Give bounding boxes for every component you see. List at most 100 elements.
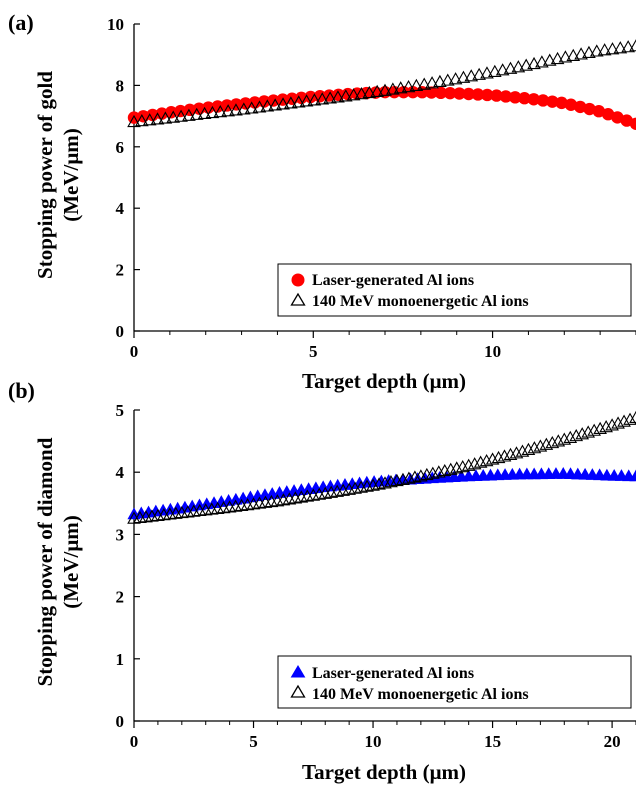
data-point [509, 446, 524, 459]
data-point [420, 467, 434, 481]
legend: Laser-generated Al ions 140 MeV monoener… [277, 655, 632, 709]
legend-box [277, 655, 632, 709]
data-point [425, 76, 439, 89]
x-tick-label: 15 [484, 732, 501, 751]
data-point [378, 83, 392, 96]
data-point [417, 77, 432, 90]
series-0 [127, 467, 636, 520]
data-point [539, 437, 554, 450]
data-point [304, 90, 317, 104]
y-tick-label: 2 [116, 261, 125, 280]
data-point [158, 111, 173, 124]
y-tick-label: 8 [116, 76, 125, 95]
data-point [527, 441, 542, 454]
data-point [461, 458, 476, 471]
data-point [455, 459, 470, 473]
data-point [315, 92, 330, 105]
data-point [202, 101, 215, 114]
data-point [295, 91, 308, 105]
data-point [205, 105, 220, 119]
data-point [558, 50, 573, 63]
data-point [495, 63, 510, 76]
data-point [589, 44, 604, 57]
data-point [508, 91, 522, 104]
series-1 [127, 410, 636, 524]
data-point [464, 69, 479, 82]
data-point [499, 90, 513, 103]
data-point [431, 465, 446, 478]
data-point [605, 418, 619, 431]
data-point [409, 78, 424, 91]
data-point [221, 104, 235, 117]
data-point [164, 106, 178, 119]
data-point [291, 95, 306, 108]
y-tick-label: 1 [116, 650, 125, 669]
data-point [331, 90, 345, 103]
y-tick-label: 10 [107, 15, 124, 34]
y-tick-label: 0 [116, 322, 125, 341]
data-point [503, 61, 518, 74]
data-point [487, 64, 502, 77]
legend-label-mono: 140 MeV monoenergetic Al ions [312, 293, 529, 310]
data-point [521, 442, 536, 456]
data-point [519, 58, 534, 71]
data-point [443, 86, 457, 100]
plot-area: 0 1 2 3 4 5 0 5 10 15 20 [116, 401, 636, 751]
data-point [211, 100, 224, 113]
data-point [268, 98, 283, 111]
data-point [449, 461, 464, 474]
data-point [563, 430, 578, 443]
data-point [252, 100, 267, 113]
panel-label: (b) [8, 378, 35, 403]
data-point [518, 92, 531, 105]
legend-box [277, 263, 632, 317]
data-point [473, 455, 488, 468]
data-point [535, 55, 549, 68]
legend-label-mono: 140 MeV monoenergetic Al ions [312, 686, 529, 703]
data-point [611, 416, 625, 429]
data-point [536, 94, 550, 107]
data-point [135, 114, 149, 127]
data-point [370, 84, 384, 97]
data-point [425, 466, 440, 479]
data-point [197, 106, 212, 119]
legend-marker-laser [291, 273, 305, 287]
data-point [213, 105, 228, 118]
y-tick-label: 2 [116, 588, 125, 607]
data-point [386, 82, 400, 95]
data-point [497, 449, 512, 462]
data-point [485, 452, 500, 465]
data-point [174, 109, 188, 122]
x-tick-label: 0 [130, 342, 139, 361]
data-point [511, 60, 526, 73]
data-point [574, 47, 588, 60]
series-1 [127, 39, 636, 128]
data-point [617, 414, 631, 427]
data-point [527, 56, 541, 70]
data-point [472, 67, 486, 80]
data-point [142, 113, 157, 126]
x-axis-title: Target depth (μm) [302, 760, 466, 784]
data-point [229, 103, 243, 116]
data-point [462, 87, 475, 101]
data-point [248, 96, 262, 109]
data-point [434, 86, 447, 100]
data-point [448, 72, 463, 85]
data-point [621, 40, 635, 53]
data-point [629, 39, 636, 52]
data-point [456, 70, 471, 83]
data-point [414, 469, 428, 482]
data-point [346, 88, 361, 101]
data-point [545, 435, 560, 449]
data-point [599, 420, 613, 433]
data-point [593, 421, 607, 435]
data-point [236, 102, 251, 115]
legend: Laser-generated Al ions 140 MeV monoener… [277, 263, 632, 317]
x-axis-title: Target depth (μm) [302, 369, 466, 393]
data-point [393, 81, 408, 94]
y-tick-label: 4 [116, 463, 125, 482]
data-point [574, 100, 587, 114]
x-tick-label: 20 [604, 732, 621, 751]
data-point [443, 462, 458, 475]
